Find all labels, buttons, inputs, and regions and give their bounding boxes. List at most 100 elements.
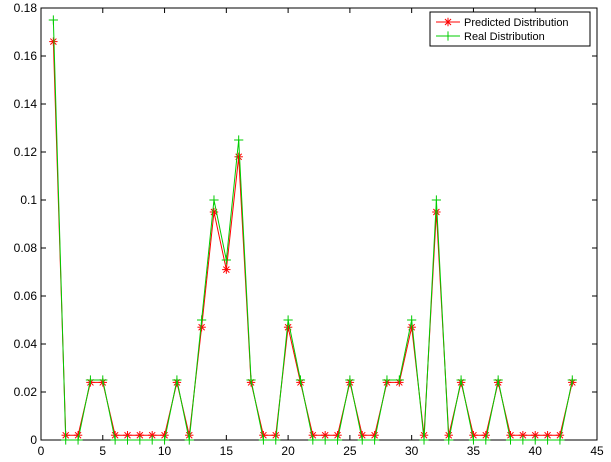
- data-point: [481, 435, 491, 445]
- asterisk-stroke: [198, 323, 205, 331]
- plus-marker: [48, 15, 58, 25]
- data-point: [147, 435, 157, 445]
- legend-entry: Predicted Distribution: [436, 17, 569, 29]
- data-point: [98, 375, 108, 385]
- asterisk-stroke: [124, 431, 131, 439]
- legend-label: Predicted Distribution: [464, 17, 569, 29]
- plus-marker: [444, 435, 454, 445]
- plus-marker: [456, 375, 466, 385]
- y-tick-label: 0.18: [14, 1, 38, 15]
- plus-marker: [283, 315, 293, 325]
- series-real: [48, 15, 577, 445]
- asterisk-marker: [518, 431, 528, 440]
- plus-marker: [530, 435, 540, 445]
- plus-marker: [110, 435, 120, 445]
- y-tick-label: 0.04: [14, 337, 38, 351]
- plus-marker: [481, 435, 491, 445]
- asterisk-stroke: [111, 431, 119, 439]
- data-point: [332, 435, 343, 445]
- asterisk-marker: [555, 431, 565, 440]
- x-tick-label: 45: [590, 444, 604, 458]
- asterisk-stroke: [544, 431, 551, 439]
- asterisk-stroke: [358, 431, 366, 439]
- asterisk-stroke: [470, 431, 477, 439]
- data-point: [555, 431, 565, 440]
- asterisk-marker: [222, 265, 231, 274]
- plus-marker: [431, 195, 441, 205]
- x-tick-label: 5: [99, 444, 106, 458]
- plus-marker: [555, 435, 565, 445]
- plus-marker: [493, 375, 503, 385]
- asterisk-stroke: [309, 431, 317, 439]
- data-point: [333, 431, 342, 440]
- plot-frame: [40, 7, 598, 441]
- data-point: [308, 435, 318, 445]
- data-point: [283, 315, 293, 325]
- x-tick-label: 35: [467, 444, 481, 458]
- data-point: [159, 435, 170, 445]
- plus-marker: [258, 435, 268, 445]
- data-point: [73, 431, 83, 440]
- legend-label: Real Distribution: [464, 31, 545, 43]
- data-point: [382, 375, 392, 385]
- asterisk-stroke: [433, 208, 440, 216]
- asterisk-stroke: [321, 431, 329, 439]
- plus-marker: [505, 435, 516, 445]
- data-point: [246, 375, 256, 385]
- asterisk-stroke: [556, 431, 564, 439]
- axes: 0 5 10 15 20 25 30 35 40 45 0 0.02 0.04 0.06 0.08 0.1 0.…: [14, 1, 604, 458]
- data-point: [295, 375, 306, 385]
- y-tick-label: 0.06: [14, 289, 38, 303]
- x-tick-label: 25: [343, 444, 357, 458]
- plus-marker: [407, 315, 417, 325]
- plus-marker: [246, 375, 256, 385]
- plus-marker: [419, 435, 429, 445]
- asterisk-stroke: [222, 266, 230, 273]
- data-point: [320, 435, 330, 445]
- plus-marker: [382, 375, 392, 385]
- legend-entry: Real Distribution: [436, 31, 545, 43]
- y-tick-label: 0: [30, 433, 37, 447]
- data-point: [394, 375, 404, 385]
- series-layer: [48, 15, 577, 445]
- plus-marker: [468, 435, 479, 445]
- asterisk-stroke: [444, 18, 452, 26]
- y-tick-label: 0.08: [14, 241, 38, 255]
- y-tick-label: 0.16: [14, 49, 38, 63]
- data-point: [407, 315, 417, 325]
- data-point: [73, 435, 83, 445]
- plot-area: [40, 7, 598, 441]
- x-tick-label: 10: [158, 444, 172, 458]
- asterisk-marker: [49, 37, 58, 46]
- plus-marker: [209, 195, 219, 205]
- asterisk-stroke: [531, 431, 539, 439]
- data-point: [505, 435, 516, 445]
- plus-marker: [394, 375, 404, 385]
- data-point: [542, 435, 553, 445]
- y-tick-label: 0.12: [14, 145, 38, 159]
- plus-marker: [122, 435, 133, 445]
- plus-marker: [159, 435, 170, 445]
- asterisk-stroke: [519, 431, 527, 439]
- asterisk-marker: [543, 431, 552, 440]
- data-point: [172, 375, 182, 385]
- plus-marker: [184, 435, 194, 445]
- asterisk-stroke: [136, 431, 144, 439]
- plus-marker: [332, 435, 343, 445]
- data-point: [122, 435, 133, 445]
- asterisk-marker: [506, 431, 515, 440]
- plus-marker: [370, 435, 380, 445]
- data-point: [110, 435, 120, 445]
- data-point: [370, 435, 380, 445]
- data-point: [419, 435, 429, 445]
- x-tick-label: 40: [529, 444, 543, 458]
- data-point: [209, 195, 219, 205]
- plus-marker: [357, 435, 367, 445]
- plus-marker: [542, 435, 553, 445]
- data-point: [234, 135, 244, 145]
- asterisk-marker: [234, 152, 243, 161]
- x-tick-label: 0: [38, 444, 45, 458]
- data-point: [518, 435, 528, 445]
- data-point: [135, 435, 145, 445]
